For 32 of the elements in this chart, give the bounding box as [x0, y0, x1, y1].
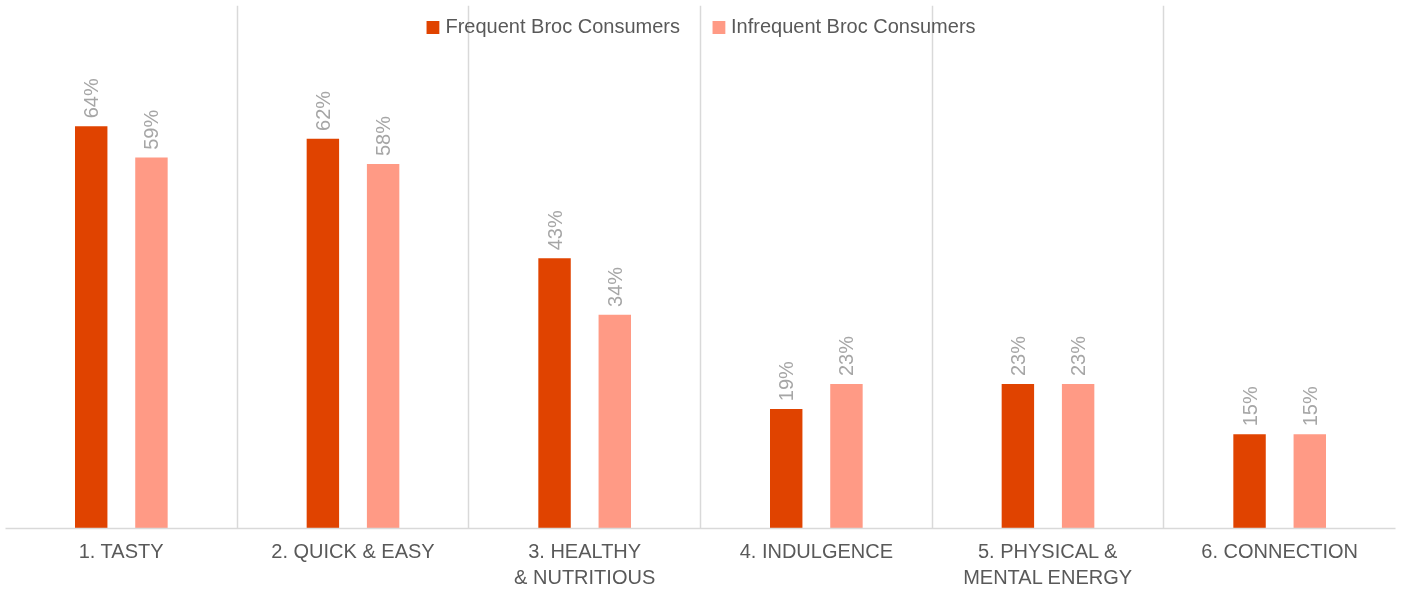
- data-label: 43%: [543, 210, 566, 251]
- bar: [135, 157, 168, 529]
- x-tick-label: 1. TASTY: [78, 539, 164, 562]
- data-label: 59%: [140, 109, 163, 150]
- data-label: 23%: [835, 335, 858, 377]
- bar: [1001, 383, 1035, 529]
- data-label: 23%: [1067, 335, 1090, 377]
- data-label: 58%: [372, 115, 395, 157]
- bar: [598, 314, 631, 529]
- bar: [306, 138, 340, 529]
- bar: [366, 163, 400, 529]
- x-tick-label: 2. QUICK & EASY: [271, 539, 435, 562]
- legend-label: Infrequent Broc Consumers: [730, 15, 976, 38]
- legend-label: Frequent Broc Consumers: [445, 15, 680, 38]
- x-tick-label: 3. HEALTHY & NUTRITIOUS: [514, 539, 656, 588]
- bar: [538, 258, 571, 529]
- x-tick-label: 4. INDULGENCE: [739, 539, 894, 562]
- bar: [1233, 434, 1266, 529]
- x-tick-label: 6. CONNECTION: [1201, 539, 1359, 562]
- bar: [1293, 434, 1326, 529]
- data-label: 34%: [603, 266, 626, 307]
- data-label: 15%: [1298, 386, 1321, 427]
- x-tick-label: 5. PHYSICAL & MENTAL ENERGY: [963, 539, 1133, 588]
- bar: [770, 409, 803, 529]
- data-label: 23%: [1006, 335, 1029, 377]
- data-label: 15%: [1238, 386, 1261, 427]
- data-label: 19%: [775, 360, 798, 402]
- bar: [830, 383, 863, 529]
- bar: [75, 126, 108, 529]
- bar: [1061, 383, 1095, 529]
- data-label: 62%: [311, 90, 334, 131]
- data-label: 64%: [80, 78, 103, 119]
